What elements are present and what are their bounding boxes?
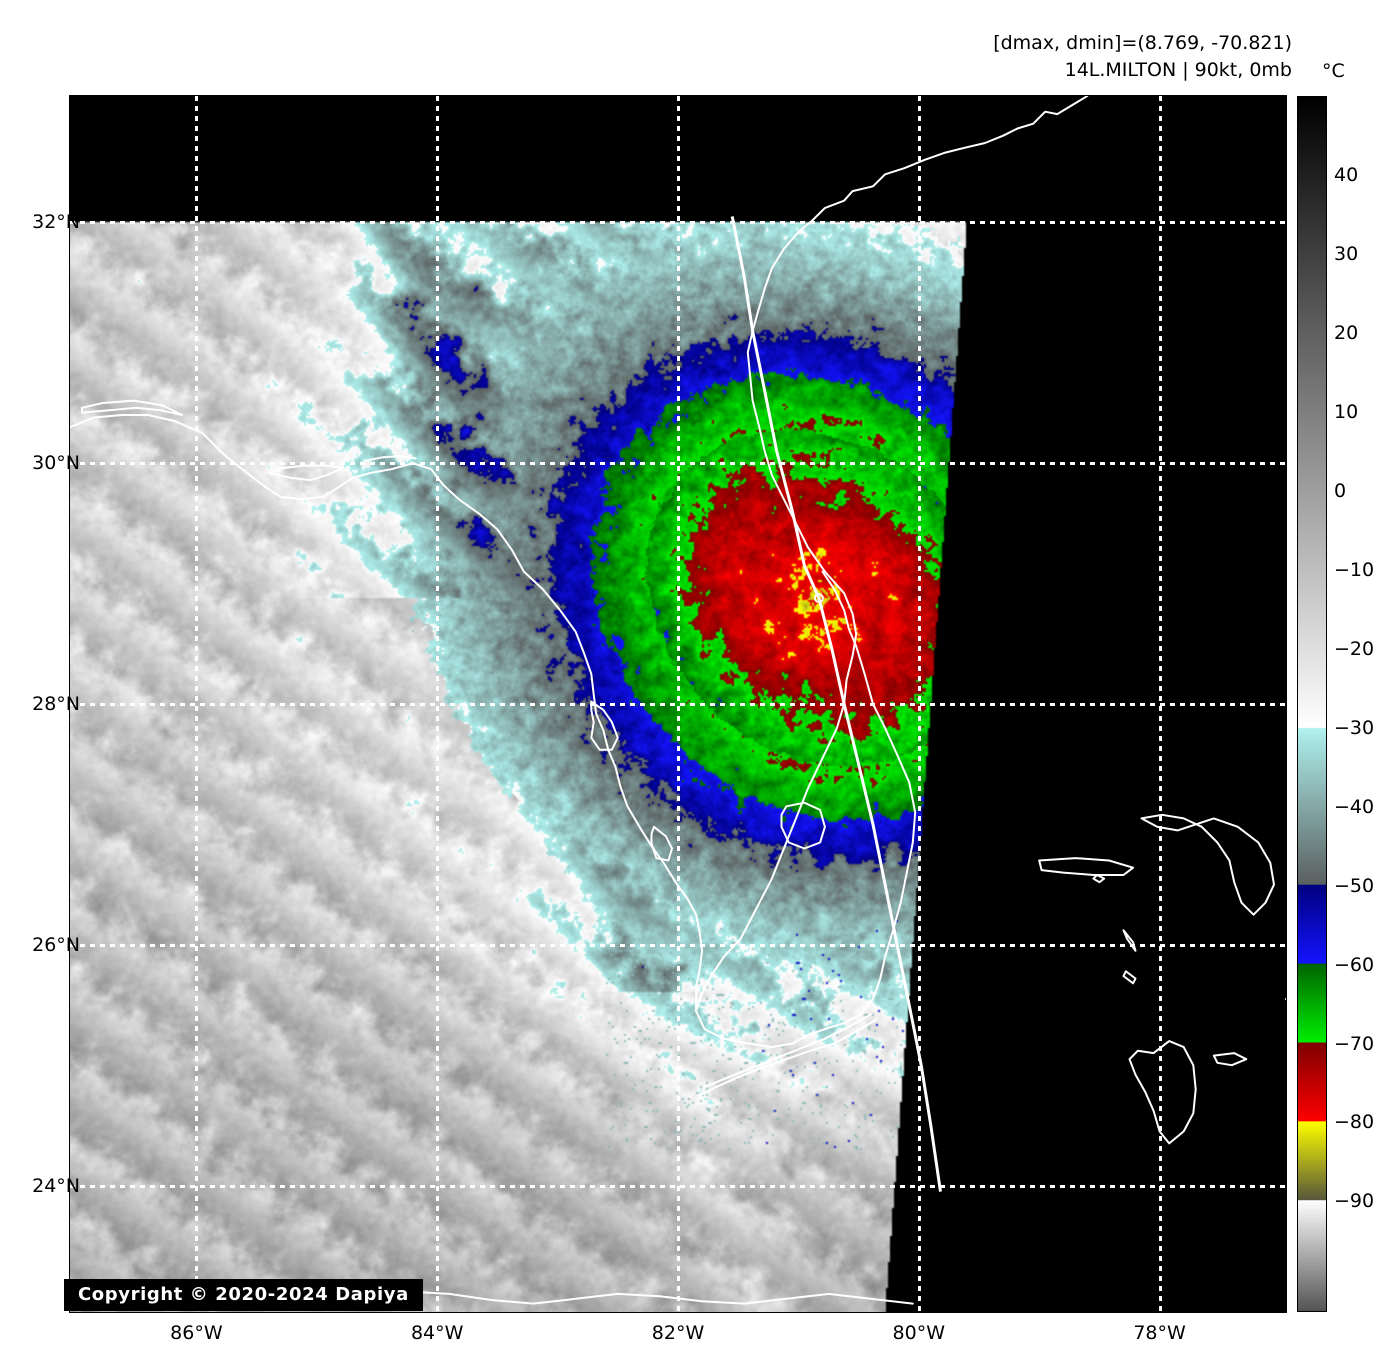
x-axis-tick-label: 78°W	[1133, 1322, 1186, 1344]
x-axis-tick-label: 86°W	[170, 1322, 223, 1344]
coastline-panhandle-islands	[81, 399, 183, 416]
coastline-andros	[1128, 1040, 1197, 1145]
colorbar-tick--50: −50	[1334, 874, 1375, 897]
coastline-cay-3	[1092, 874, 1106, 884]
metadata-block: [dmax, dmin]=(8.769, -70.821) 14L.MILTON…	[993, 30, 1292, 84]
colorbar-unit-label: °C	[1322, 60, 1345, 82]
colorbar-tick-30: 30	[1334, 242, 1359, 265]
coastline-grand-bahama	[1038, 857, 1135, 876]
storm-track-line	[730, 216, 942, 1192]
x-axis-tick-label: 84°W	[410, 1322, 464, 1344]
temperature-colorbar	[1297, 96, 1327, 1312]
coastline-gulf-florida	[70, 414, 704, 1012]
gridline-lon-82	[677, 96, 680, 1312]
storm-center-marker	[813, 593, 824, 604]
gridline-lon-80	[917, 96, 921, 1312]
coastline-charlotte-harbor	[650, 825, 673, 862]
coastline-florida-keys	[698, 1018, 878, 1097]
coastline-us-east	[695, 96, 1089, 1049]
coastline-abaco	[1140, 813, 1275, 916]
coastline-and-track-overlay	[70, 96, 1286, 1307]
coastline-apalachicola-bay	[267, 464, 345, 482]
colorbar-tick-10: 10	[1334, 400, 1359, 423]
gridline-lon-84	[436, 96, 440, 1312]
coastline-florida-keys-south	[703, 1013, 872, 1088]
coastline-new-providence	[1212, 1052, 1248, 1067]
coastline-st-marks	[364, 455, 417, 462]
gridline-lon-78	[1158, 96, 1162, 1312]
y-axis-tick-label: 24°N	[32, 1174, 80, 1197]
colorbar-tick-40: 40	[1334, 163, 1359, 186]
colorbar-tick--60: −60	[1334, 953, 1375, 976]
x-axis-tick-label: 82°W	[651, 1322, 705, 1344]
copyright-watermark: Copyright © 2020-2024 Dapiya	[64, 1279, 423, 1311]
y-axis-tick-label: 26°N	[32, 933, 80, 956]
colorbar-tick-0: 0	[1334, 479, 1347, 502]
gridline-lon-86	[195, 96, 199, 1312]
coastline-bimini-cay	[1122, 929, 1137, 952]
y-axis-tick-label: 28°N	[32, 693, 80, 715]
colorbar-tick--10: −10	[1334, 558, 1375, 581]
colorbar-tick--70: −70	[1334, 1032, 1375, 1055]
coastline-cape-canaveral	[821, 570, 858, 648]
colorbar-tick--90: −90	[1334, 1190, 1375, 1213]
lake-okeechobee	[780, 801, 826, 850]
coastline-cay-2	[1122, 970, 1137, 985]
colorbar-tick--20: −20	[1334, 637, 1375, 660]
y-axis-tick-label: 30°N	[32, 452, 80, 475]
data-minmax-label: [dmax, dmin]=(8.769, -70.821)	[993, 32, 1292, 54]
colorbar-tick--30: −30	[1334, 716, 1375, 739]
coastline-tampa-bay	[590, 700, 619, 751]
colorbar-tick--40: −40	[1334, 795, 1375, 818]
colorbar-gradient	[1298, 97, 1326, 1311]
satellite-image-plot	[70, 96, 1286, 1312]
colorbar-tick-20: 20	[1334, 321, 1359, 344]
x-axis-tick-label: 80°W	[892, 1322, 946, 1344]
storm-info-label: 14L.MILTON | 90kt, 0mb	[1064, 59, 1292, 81]
y-axis-tick-label: 32°N	[32, 211, 80, 234]
colorbar-tick--80: −80	[1334, 1111, 1375, 1134]
